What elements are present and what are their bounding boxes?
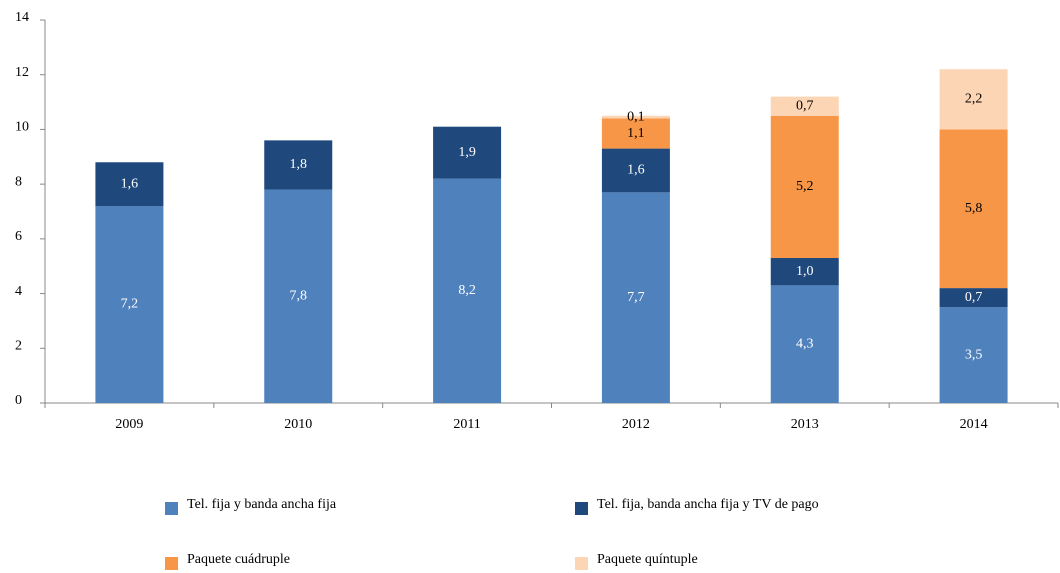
legend-swatch (575, 502, 588, 515)
legend-swatch (165, 557, 178, 570)
y-tick-label: 12 (15, 65, 29, 80)
bar-segment (939, 288, 1008, 308)
data-label: 1,6 (121, 176, 139, 191)
x-tick-label: 2014 (960, 417, 988, 432)
bar-segment (601, 115, 670, 119)
legend-label: Paquete quíntuple (597, 552, 698, 567)
bar-segment (601, 192, 670, 403)
bar-segment (264, 140, 333, 190)
bar-segment (939, 69, 1008, 130)
data-label: 7,7 (627, 290, 645, 305)
bar-segment (770, 115, 839, 259)
bar-segment (939, 307, 1008, 403)
data-label: 1,6 (627, 163, 645, 178)
data-label: 5,8 (965, 201, 983, 216)
data-label: 7,8 (290, 289, 308, 304)
data-label: 3,5 (965, 347, 983, 362)
data-label: 1,9 (458, 145, 476, 160)
data-label: 8,2 (458, 283, 476, 298)
data-label: 1,1 (627, 126, 645, 141)
data-label: 0,1 (627, 109, 645, 124)
data-label: 0,7 (965, 290, 983, 305)
bar-segment (601, 118, 670, 149)
bar-segment (770, 258, 839, 286)
x-tick-label: 2009 (115, 417, 143, 432)
bar-segment (433, 178, 502, 403)
x-tick-label: 2010 (284, 417, 312, 432)
y-tick-label: 14 (15, 10, 29, 25)
bar-segment (770, 96, 839, 116)
y-tick-label: 6 (15, 229, 22, 244)
bar-segment (433, 126, 502, 179)
x-tick-label: 2011 (453, 417, 480, 432)
data-label: 7,2 (121, 297, 139, 312)
bar-segment (95, 206, 164, 403)
data-label: 1,8 (290, 157, 308, 172)
legend-label: Tel. fija y banda ancha fija (187, 497, 337, 512)
y-tick-label: 0 (15, 393, 22, 408)
legend-label: Paquete cuádruple (187, 552, 290, 567)
legend-swatch (575, 557, 588, 570)
y-tick-label: 10 (15, 120, 29, 135)
y-tick-label: 2 (15, 339, 22, 354)
data-label: 5,2 (796, 179, 814, 194)
data-label: 1,0 (796, 264, 814, 279)
y-tick-label: 8 (15, 174, 22, 189)
legend-label: Tel. fija, banda ancha fija y TV de pago (597, 497, 819, 512)
y-tick-label: 4 (15, 284, 22, 299)
legend-swatch (165, 502, 178, 515)
data-label: 4,3 (796, 336, 814, 351)
x-tick-label: 2012 (622, 417, 650, 432)
bar-segment (939, 129, 1008, 289)
bar-segment (264, 189, 333, 403)
bar-segment (601, 148, 670, 193)
data-label: 2,2 (965, 92, 983, 107)
x-tick-label: 2013 (791, 417, 819, 432)
data-label: 0,7 (796, 98, 814, 113)
bar-segment (95, 162, 164, 207)
bar-segment (770, 285, 839, 403)
